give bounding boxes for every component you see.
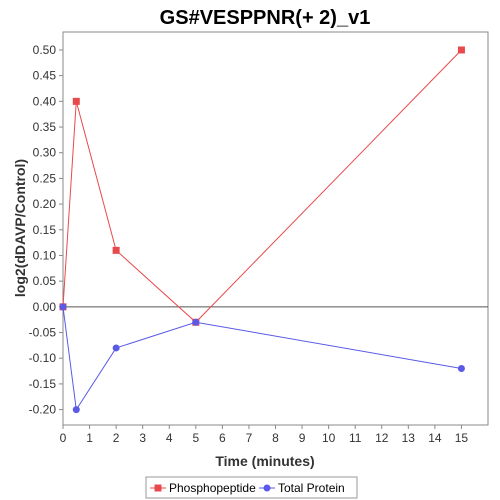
- x-axis: 0 1 2 3 4 5 6 7 8 9 10 11 12 13 14 15: [60, 425, 469, 445]
- y-tick-label: 0.40: [33, 94, 57, 108]
- data-point: [72, 406, 80, 414]
- y-axis-label: log2(dDAVP/Control): [12, 159, 28, 297]
- x-tick-label: 10: [322, 431, 336, 445]
- y-tick-label: 0.00: [33, 300, 57, 314]
- data-point: [457, 46, 465, 54]
- data-point: [457, 364, 465, 372]
- y-axis: -0.20 -0.15 -0.10 -0.05 0.00 0.05 0.10 0.15 0.20…: [29, 43, 63, 417]
- legend: [145, 476, 358, 499]
- x-tick-label: 1: [86, 431, 93, 445]
- x-tick-label: 11: [349, 431, 362, 445]
- y-tick-label: 0.25: [33, 171, 57, 185]
- y-tick-label: 0.10: [33, 248, 57, 262]
- y-tick-label: 0.30: [33, 146, 57, 160]
- x-tick-label: 2: [113, 431, 120, 445]
- chart-title: GS#VESPPNR(+ 2)_v1: [160, 7, 371, 29]
- plot-area: [62, 31, 489, 426]
- legend-label: Phosphopeptide: [169, 481, 256, 495]
- y-tick-label: 0.20: [33, 197, 57, 211]
- data-point: [59, 303, 67, 311]
- x-tick-label: 13: [402, 431, 416, 445]
- x-tick-label: 0: [60, 431, 67, 445]
- series-group: [59, 46, 465, 414]
- y-tick-label: 0.15: [33, 223, 57, 237]
- y-tick-label: -0.15: [29, 377, 57, 391]
- x-tick-label: 14: [428, 431, 442, 445]
- x-tick-label: 12: [375, 431, 389, 445]
- legend-marker-circle: [263, 484, 271, 492]
- legend-marker-square: [154, 484, 162, 492]
- data-point: [112, 246, 120, 254]
- x-tick-label: 6: [219, 431, 226, 445]
- y-tick-label: -0.05: [29, 326, 57, 340]
- x-axis-label: Time (minutes): [215, 453, 314, 469]
- legend-items: Phosphopeptide Total Protein: [150, 481, 345, 495]
- x-tick-label: 8: [272, 431, 279, 445]
- x-tick-label: 4: [166, 431, 173, 445]
- data-point: [192, 318, 200, 326]
- data-point: [72, 97, 80, 105]
- y-tick-label: 0.35: [33, 120, 57, 134]
- y-tick-label: 0.05: [33, 274, 57, 288]
- legend-label: Total Protein: [278, 481, 345, 495]
- y-tick-label: -0.20: [29, 403, 57, 417]
- y-tick-label: 0.45: [33, 69, 57, 83]
- data-point: [112, 344, 120, 352]
- x-tick-label: 5: [192, 431, 199, 445]
- y-tick-label: -0.10: [29, 351, 57, 365]
- x-tick-label: 7: [246, 431, 253, 445]
- x-tick-label: 9: [299, 431, 306, 445]
- x-tick-label: 15: [455, 431, 469, 445]
- y-tick-label: 0.50: [33, 43, 57, 57]
- x-tick-label: 3: [139, 431, 146, 445]
